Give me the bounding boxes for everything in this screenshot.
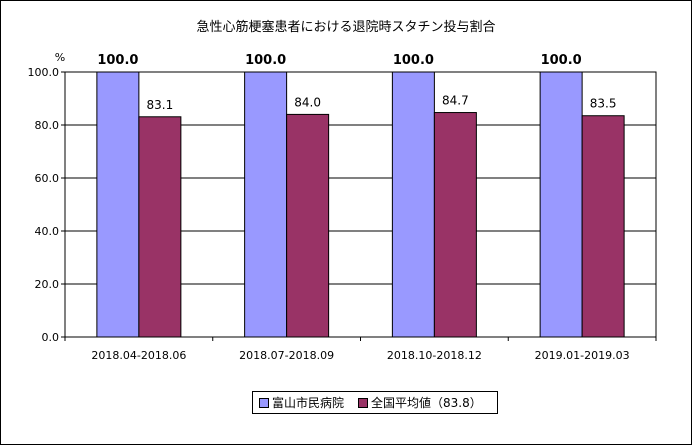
y-tick-label: 80.0 — [35, 119, 60, 132]
x-tick-label: 2018.10-2018.12 — [387, 349, 482, 362]
bar-national-average — [138, 116, 182, 338]
chart-legend: 富山市民病院 全国平均値（83.8） — [252, 391, 498, 414]
bar-hospital — [391, 71, 435, 338]
bar-national-average — [433, 112, 477, 338]
legend-item-national-average: 全国平均値（83.8） — [358, 394, 482, 411]
bar-national-average — [581, 115, 625, 338]
bar-hospital — [96, 71, 140, 338]
y-tick-label: 0.0 — [42, 331, 60, 344]
x-tick-label: 2018.04-2018.06 — [91, 349, 186, 362]
data-label-hospital: 100.0 — [393, 53, 434, 68]
data-label-hospital: 100.0 — [245, 53, 286, 68]
data-label-hospital: 100.0 — [97, 53, 138, 68]
data-label-national-average: 84.7 — [442, 94, 469, 108]
bar-hospital — [244, 71, 288, 338]
data-label-national-average: 84.0 — [294, 95, 321, 109]
legend-swatch-hospital — [259, 397, 269, 408]
y-tick-label: 40.0 — [35, 225, 60, 238]
y-tick-label: 100.0 — [28, 66, 60, 79]
data-label-national-average: 83.1 — [147, 98, 174, 112]
plot-border — [64, 71, 657, 338]
y-tick-label: 20.0 — [35, 278, 60, 291]
chart-title: 急性心筋梗塞患者における退院時スタチン投与割合 — [196, 20, 496, 35]
bar-national-average — [286, 113, 330, 338]
legend-swatch-national-average — [358, 397, 369, 408]
y-unit-label: % — [55, 51, 65, 64]
y-tick-label: 60.0 — [35, 172, 60, 185]
legend-label-hospital: 富山市民病院 — [272, 396, 345, 410]
bar-hospital — [539, 71, 583, 338]
legend-label-national-average: 全国平均値（83.8） — [371, 396, 482, 410]
data-label-national-average: 83.5 — [590, 97, 617, 111]
x-tick-label: 2019.01-2019.03 — [535, 349, 630, 362]
legend-item-hospital: 富山市民病院 — [259, 394, 344, 411]
x-tick-label: 2018.07-2018.09 — [239, 349, 334, 362]
data-label-hospital: 100.0 — [541, 53, 582, 68]
